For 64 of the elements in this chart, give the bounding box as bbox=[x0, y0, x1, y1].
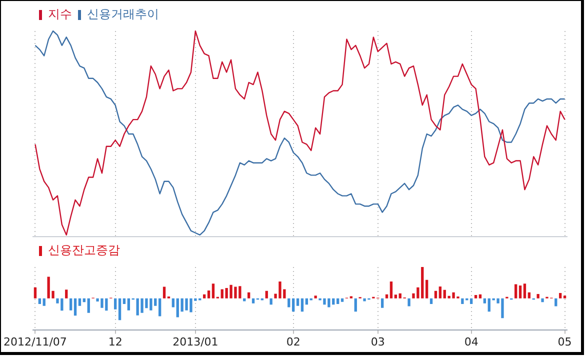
bar bbox=[69, 298, 72, 310]
bar bbox=[380, 298, 384, 308]
bar bbox=[408, 298, 410, 306]
bar bbox=[118, 298, 122, 320]
bar bbox=[438, 286, 442, 298]
bar bbox=[541, 298, 544, 302]
bar bbox=[34, 287, 37, 298]
x-tick-label: 05 bbox=[558, 335, 572, 348]
bar bbox=[434, 290, 438, 298]
bar bbox=[300, 298, 304, 312]
bar bbox=[127, 298, 130, 310]
bar bbox=[390, 281, 393, 298]
bar bbox=[162, 286, 166, 298]
bar bbox=[554, 298, 558, 306]
bar bbox=[270, 298, 272, 305]
bar bbox=[461, 298, 464, 304]
legend-label: 신용거래추이 bbox=[87, 7, 159, 22]
bar bbox=[336, 298, 340, 304]
bar bbox=[265, 290, 268, 298]
bar bbox=[474, 294, 478, 298]
bar bbox=[478, 294, 482, 298]
bar bbox=[425, 280, 428, 298]
bar bbox=[252, 298, 255, 304]
bar bbox=[74, 298, 77, 316]
x-tick-label: 02 bbox=[286, 335, 300, 348]
bar bbox=[122, 298, 126, 304]
legend-label: 신용잔고증감 bbox=[48, 243, 120, 258]
bar bbox=[247, 292, 250, 298]
bar bbox=[305, 298, 308, 305]
x-tick-label: 12 bbox=[108, 335, 122, 348]
bar bbox=[558, 293, 562, 298]
bar bbox=[38, 298, 42, 304]
bar bbox=[42, 298, 46, 306]
bar bbox=[87, 298, 90, 313]
bar bbox=[288, 298, 290, 308]
bar bbox=[212, 284, 215, 298]
bar bbox=[340, 298, 344, 302]
bar bbox=[78, 298, 82, 306]
legend-label: 지수 bbox=[48, 7, 72, 22]
bar bbox=[394, 294, 398, 298]
bar bbox=[158, 298, 162, 316]
bar bbox=[563, 296, 566, 298]
bar bbox=[483, 298, 486, 304]
bar bbox=[528, 292, 531, 298]
bar bbox=[202, 294, 206, 298]
x-tick-label: 2012/11/07 bbox=[4, 335, 67, 348]
x-tick-label: 04 bbox=[464, 335, 478, 348]
bar bbox=[114, 298, 117, 310]
bar bbox=[430, 298, 433, 304]
x-tick-label: 03 bbox=[370, 335, 385, 348]
bar bbox=[354, 298, 357, 312]
bar bbox=[296, 298, 300, 306]
bar bbox=[470, 298, 473, 304]
bar bbox=[172, 298, 175, 308]
bar bbox=[385, 294, 388, 298]
bar bbox=[314, 296, 317, 298]
x-tick-label: 2013/01 bbox=[172, 335, 218, 348]
bar bbox=[536, 294, 540, 298]
bar bbox=[207, 290, 210, 298]
bar bbox=[514, 284, 518, 298]
bar bbox=[523, 284, 526, 298]
bar bbox=[65, 290, 68, 298]
bar bbox=[518, 286, 522, 298]
bar bbox=[292, 298, 295, 312]
